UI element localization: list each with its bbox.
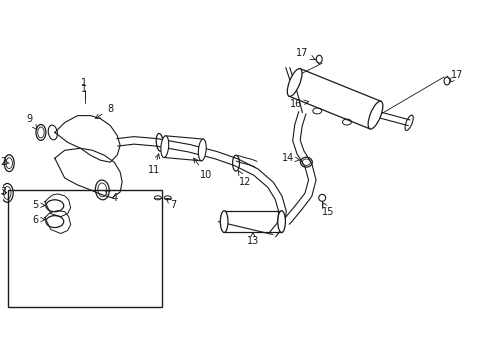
Text: 7: 7: [166, 198, 176, 210]
Text: 4: 4: [105, 190, 117, 203]
Polygon shape: [163, 136, 203, 161]
Ellipse shape: [287, 68, 302, 96]
Ellipse shape: [161, 136, 168, 158]
Polygon shape: [288, 69, 380, 129]
Text: 17: 17: [448, 70, 462, 83]
Polygon shape: [45, 194, 70, 217]
Polygon shape: [55, 148, 122, 198]
Text: 6: 6: [32, 215, 45, 225]
Text: 3: 3: [0, 187, 6, 197]
Text: 1: 1: [81, 78, 87, 88]
Text: 1: 1: [81, 84, 87, 94]
Bar: [8, 190, 162, 307]
Polygon shape: [55, 116, 120, 162]
Polygon shape: [224, 211, 281, 233]
Text: 8: 8: [95, 104, 113, 118]
Text: 14: 14: [282, 153, 300, 163]
Text: 13: 13: [246, 233, 259, 246]
Ellipse shape: [198, 139, 206, 161]
Ellipse shape: [220, 211, 227, 233]
Polygon shape: [45, 211, 70, 234]
Text: 5: 5: [32, 200, 45, 210]
Text: 17: 17: [296, 48, 314, 59]
Text: 2: 2: [0, 157, 9, 167]
Text: 16: 16: [290, 99, 308, 109]
Text: 12: 12: [238, 171, 251, 187]
Ellipse shape: [367, 101, 382, 129]
Text: 10: 10: [193, 158, 212, 180]
Text: 11: 11: [147, 154, 160, 175]
Text: 15: 15: [321, 203, 334, 217]
Ellipse shape: [277, 211, 285, 233]
Text: 9: 9: [26, 114, 37, 130]
